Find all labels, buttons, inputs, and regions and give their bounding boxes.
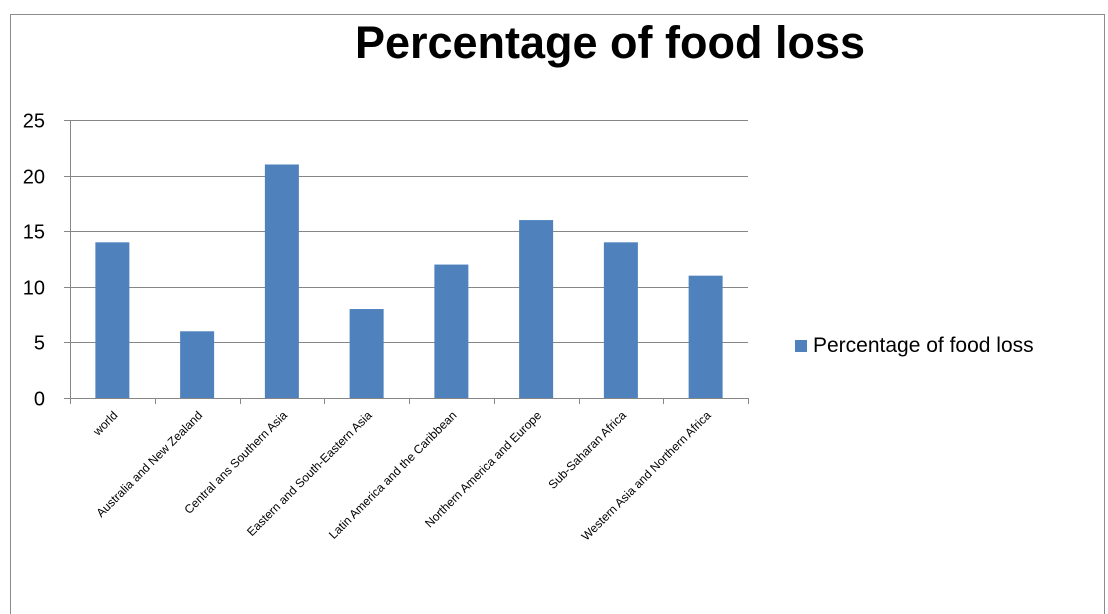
chart-title: Percentage of food loss xyxy=(354,17,866,68)
legend: Percentage of food loss xyxy=(795,334,1034,358)
legend-swatch xyxy=(795,340,807,352)
axes xyxy=(64,120,749,404)
y-tick-label: 20 xyxy=(23,167,45,189)
bar xyxy=(180,331,215,398)
y-tick-label: 25 xyxy=(23,111,45,133)
bar xyxy=(434,264,469,398)
x-tick-label: world xyxy=(90,408,121,439)
y-tick-labels: 0 5 10 15 20 25 xyxy=(23,111,45,411)
gridlines xyxy=(70,120,748,343)
bar xyxy=(349,309,384,398)
bar xyxy=(688,275,723,398)
y-tick-label: 0 xyxy=(34,389,45,411)
x-tick-label: Sub-Saharan Africa xyxy=(546,408,630,492)
bar xyxy=(95,242,130,398)
bar xyxy=(519,220,554,398)
y-tick-label: 5 xyxy=(34,333,45,355)
y-tick-label: 15 xyxy=(23,222,45,244)
bar xyxy=(603,242,638,398)
y-tick-label: 10 xyxy=(23,278,45,300)
bars xyxy=(95,164,723,398)
chart-frame xyxy=(10,14,1105,614)
bar xyxy=(264,164,299,398)
legend-label: Percentage of food loss xyxy=(813,334,1034,357)
